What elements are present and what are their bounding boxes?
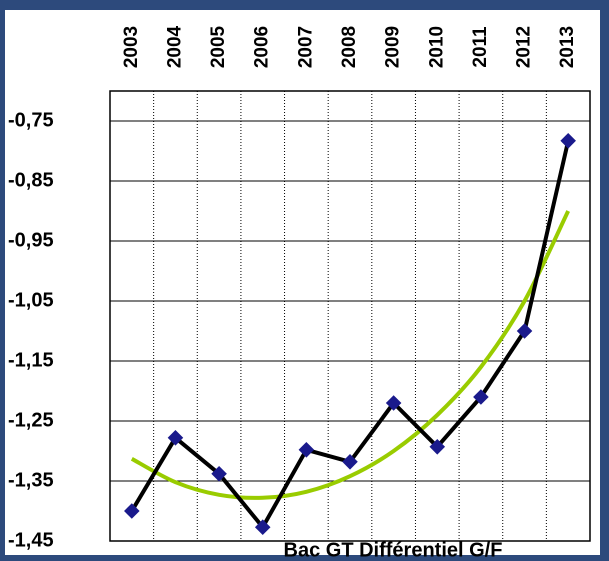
x-tick-label: 2004 (164, 25, 185, 68)
marker (211, 466, 227, 482)
y-tick-label: -1,15 (8, 349, 54, 371)
x-tick-label: 2012 (514, 26, 535, 68)
x-tick-label: 2007 (295, 26, 316, 68)
y-tick-label: -0,85 (8, 169, 54, 191)
x-tick-label: 2013 (557, 26, 578, 68)
y-tick-label: -1,45 (8, 529, 54, 551)
x-tick-label: 2008 (339, 26, 360, 68)
x-tick-label: 2003 (121, 26, 142, 68)
marker (560, 133, 576, 149)
y-tick-label: -1,35 (8, 469, 54, 491)
plot-border (109, 90, 591, 542)
panel (5, 10, 600, 555)
marker (167, 430, 184, 446)
trend-line (130, 210, 570, 500)
x-tick-label: 2011 (470, 26, 491, 68)
y-tick-label: -1,25 (8, 409, 54, 431)
x-tick-label: 2006 (252, 26, 273, 68)
y-tick-label: -0,75 (8, 109, 54, 131)
x-tick-label: 2010 (426, 26, 447, 68)
x-tick-label: 2009 (383, 26, 404, 68)
annotation: Bac GT Différentiel G/F (284, 539, 503, 561)
y-tick-label: -0,95 (8, 229, 54, 251)
x-tick-label: 2005 (208, 25, 229, 68)
y-tick-label: -1,05 (8, 289, 54, 311)
